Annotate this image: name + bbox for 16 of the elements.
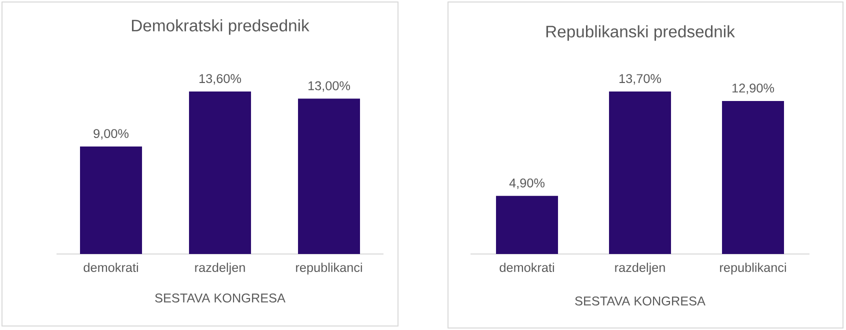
x-tick-label: republikanci	[296, 262, 362, 275]
x-tick-label: republikanci	[720, 262, 786, 275]
x-tick-label: razdeljen	[615, 262, 665, 275]
x-tick-label: razdeljen	[195, 262, 245, 275]
chart-title: Republikanski predsednik	[546, 25, 735, 41]
x-tick-label: demokrati	[500, 262, 554, 272]
data-label: 9,00%	[94, 129, 129, 140]
chart-title: Demokratski predsednik	[132, 19, 310, 35]
data-label: 12,90%	[732, 84, 774, 94]
x-axis-title: SESTAVA KONGRESA	[155, 294, 286, 302]
x-tick-label: demokrati	[84, 262, 138, 272]
data-label: 13,00%	[308, 81, 350, 92]
data-label: 13,60%	[199, 74, 242, 85]
data-label: 4,90%	[509, 178, 545, 189]
x-axis-title: SESTAVA KONGRESA	[575, 296, 706, 306]
data-label: 13,70%	[619, 74, 662, 85]
